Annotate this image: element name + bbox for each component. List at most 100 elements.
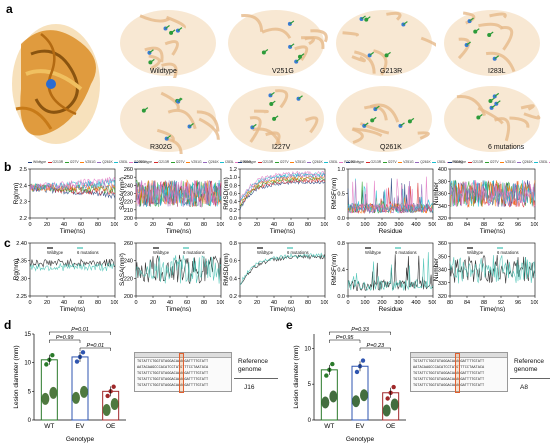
x-axis-label: Genotype	[66, 436, 95, 443]
x-axis-label: Time(ns)	[60, 228, 85, 234]
y-tick-label: 2.40	[16, 241, 27, 247]
legend-entry: 6 mutations	[183, 250, 205, 255]
structure-thumbnail	[120, 10, 216, 78]
gene-label-line: A8	[520, 384, 528, 391]
x-tick-label: 100	[360, 222, 369, 228]
panel-label-c: c	[4, 236, 11, 250]
legend-entry: Q261K	[203, 160, 219, 164]
structure-thumbnail	[336, 86, 432, 152]
x-tick-label: 80	[95, 222, 101, 228]
y-tick-label: 360	[438, 241, 447, 247]
x-tick-label: 400	[411, 300, 420, 306]
x-tick-label: 0	[28, 222, 31, 228]
panel-c-legend: Wildtype 6 mutations	[257, 247, 309, 255]
y-axis-label: RMSF(nm)	[331, 254, 338, 286]
y-tick-label: 0.0	[229, 216, 237, 222]
legend-entry: G213R	[365, 160, 381, 164]
y-tick-label: 0.0	[337, 216, 345, 222]
x-tick-label: 100	[216, 300, 224, 306]
y-tick-label: 0.2	[229, 294, 237, 300]
series-line	[135, 180, 222, 207]
y-tick-label: 0	[28, 418, 32, 424]
x-tick-label: 20	[254, 222, 260, 228]
series-line	[239, 253, 326, 285]
legend-entry: Q261K	[97, 160, 113, 164]
panel-c-legend: Wildtype 6 mutations	[153, 247, 205, 255]
panel-label-a: a	[6, 2, 13, 16]
structure-label: V251G	[272, 68, 294, 75]
y-tick-label: 0.4	[229, 276, 237, 282]
x-tick-label: 500	[428, 300, 436, 306]
leaf-image	[390, 398, 399, 411]
leaf-image	[110, 397, 119, 410]
x-axis-label: Time(ns)	[270, 306, 295, 312]
x-axis-label: Time(ns)	[480, 228, 505, 234]
x-tick-label: 84	[464, 222, 470, 228]
p-value-label: P=0.99	[56, 335, 74, 341]
legend-entry: Wildtype	[238, 160, 256, 164]
x-tick-label: 20	[44, 222, 50, 228]
panel-c-legend: Wildtype 6 mutations	[365, 247, 417, 255]
y-tick-label: 2.3	[19, 200, 27, 206]
y-tick-label: 0.6	[229, 192, 237, 198]
x-tick-label: 100	[320, 300, 328, 306]
y-tick-label: 340	[438, 268, 447, 274]
p-value-label: P=0.95	[336, 335, 355, 341]
legend-entry: Wildtype	[448, 160, 466, 164]
x-tick-label: 20	[254, 300, 260, 306]
panel-label-e: e	[286, 318, 293, 332]
x-tick-label: 500	[428, 222, 436, 228]
legend-entry: G213R	[153, 160, 169, 164]
series-line	[347, 176, 434, 214]
y-axis-label: RMSD(nm)	[223, 253, 230, 286]
structure-label: I227V	[272, 144, 291, 151]
panel-c-plot: 200 220 240 260 0 20 40 60 80 100 Time(ns) SASA(nm²…	[119, 241, 224, 312]
x-axis-label: Residue	[379, 228, 403, 234]
x-tick-label: 80	[95, 300, 101, 306]
series-line	[135, 254, 222, 284]
y-tick-label: 2.2	[19, 216, 27, 222]
x-axis-label: Genotype	[346, 436, 375, 443]
y-tick-label: 340	[438, 204, 447, 210]
alignment-box: TGTATTCTGGTGTAGGACAAAGGATTTTGTATT AATACAA…	[134, 352, 232, 393]
y-tick-label: 0	[308, 418, 312, 424]
x-axis-label: Residue	[379, 306, 403, 312]
sequence-row: TGTATTCTGGTGTAGGACAAAGGATTTTGTATT	[137, 372, 209, 376]
legend-entry: 6 mutations	[497, 250, 519, 255]
legend-entry: R302G	[235, 160, 251, 164]
y-tick-label: 2.4	[19, 183, 27, 189]
legend-entry: Q261K	[415, 160, 431, 164]
legend-entry: I283L	[114, 160, 128, 164]
y-axis-label: SASA(nm²)	[119, 177, 126, 210]
series-line	[239, 173, 326, 203]
x-axis-label: Time(ns)	[166, 306, 191, 312]
legend-entry: I227V	[170, 160, 185, 164]
structure-label: R302G	[150, 144, 173, 151]
legend-entry: I283L	[220, 160, 234, 164]
alignment-box: TGTATTCTGGTGTAGGACAAAGGATTTTGTATT AATACAA…	[410, 352, 508, 393]
y-tick-label: 15	[24, 332, 31, 338]
p-value-label: P=0.01	[87, 343, 105, 349]
panel-c-plot: 320 330 340 350 360 80 84 88 92 96 100 Time(ns) Numb…	[433, 241, 538, 312]
y-tick-label: 0.0	[337, 294, 345, 300]
x-tick-label: 80	[201, 300, 207, 306]
panel-c-plot: 2.25 2.30 2.35 2.40 0 20 40 60 80 100 Time(ns) Rg(n…	[13, 241, 118, 312]
x-tick-label: 40	[167, 222, 173, 228]
legend-entry: I283L	[324, 160, 338, 164]
leaf-image	[41, 392, 50, 405]
x-tick-label: 96	[515, 222, 521, 228]
x-tick-label: 92	[498, 222, 504, 228]
sequence-row: TGTATTCTGGTGTAGGACAAAGGATTTTGTATT	[137, 378, 209, 382]
leaf-image	[102, 403, 111, 416]
x-tick-label: 0	[346, 222, 349, 228]
legend-entry: I227V	[64, 160, 79, 164]
x-tick-label: 40	[271, 222, 277, 228]
y-axis-label: RMSF(nm)	[331, 178, 338, 210]
legend-entry: I283L	[534, 160, 548, 164]
y-tick-label: 0.6	[229, 259, 237, 265]
p-value-label: P=0.01	[71, 327, 89, 333]
y-tick-label: 1.2	[229, 167, 237, 173]
sequence-row: TGTATTCTGGTGTAGGACAAAGGATTTTGTATT	[413, 378, 485, 382]
